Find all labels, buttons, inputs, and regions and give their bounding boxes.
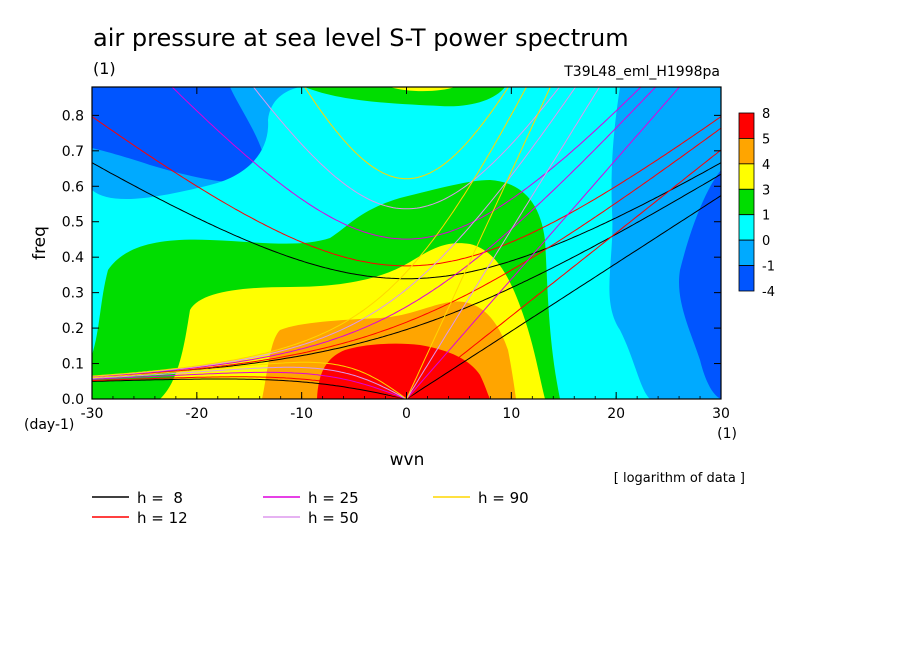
colorbar-swatch — [738, 188, 755, 216]
dispersion-curve-h50 — [252, 87, 561, 210]
colorbar-swatch — [738, 265, 755, 292]
y-tick-label: 0.0 — [62, 392, 84, 408]
dispersion-curve-h90 — [406, 87, 551, 399]
x-tick-label: -10 — [290, 406, 313, 422]
x-tick-label: -30 — [81, 406, 104, 422]
colorbar-swatch — [738, 138, 755, 165]
dispersion-curve-h90 — [304, 87, 509, 180]
dispersion-curve-h12 — [92, 127, 721, 378]
dispersion-curve-h8 — [406, 195, 721, 399]
y-tick-label: 0.3 — [62, 286, 84, 302]
dispersion-curve-h8 — [92, 378, 407, 399]
dispersion-curve-h50 — [92, 366, 407, 399]
legend-label-h90: h = 90 — [478, 489, 529, 507]
chart-subtitle: T39L48_eml_H1998pa — [563, 64, 720, 80]
x-tick-label: 0 — [402, 406, 411, 422]
y-tick-label: 0.6 — [62, 179, 84, 195]
axes: -30 -20 -10 0 10 20 30 0.0 0.1 0.2 0.3 0.4 0.5 0.6 0.7… — [62, 87, 730, 422]
colorbar-label: 8 — [762, 107, 770, 122]
legend-label-h50: h = 50 — [308, 509, 359, 527]
legend-label-h8: h = 8 — [137, 489, 183, 507]
y-tick-label: 0.7 — [62, 144, 84, 160]
x-axis-label: wvn — [390, 450, 425, 470]
colorbar-label: 5 — [762, 132, 770, 147]
y-tick-label: 0.2 — [62, 321, 84, 337]
dispersion-curve-h12 — [406, 149, 721, 399]
dispersion-curve-h12 — [92, 116, 721, 267]
x-axis-unit: (1) — [717, 426, 737, 442]
y-axis-unit: (day-1) — [24, 417, 74, 433]
log-note: [ logarithm of data ] — [614, 471, 745, 486]
y-tick-label: 0.1 — [62, 357, 84, 373]
x-tick-label: 10 — [502, 406, 520, 422]
legend-label-h12: h = 12 — [137, 509, 188, 527]
colorbar-swatch — [738, 163, 755, 190]
colorbar-label: 4 — [762, 158, 770, 173]
legend-label-h25: h = 25 — [308, 489, 359, 507]
colorbar-label: 0 — [762, 234, 770, 249]
colorbar-swatch — [738, 112, 755, 139]
dispersion-curve-h8 — [92, 162, 721, 280]
dispersion-curve-h90 — [92, 361, 407, 399]
y-tick-label: 0.5 — [62, 215, 84, 231]
colorbar-label: -4 — [762, 285, 775, 300]
x-tick-label: -20 — [185, 406, 208, 422]
dispersion-curve-h50 — [406, 87, 601, 399]
region-low-right — [679, 170, 721, 399]
colorbar-swatch — [738, 214, 755, 241]
y-tick-label: 0.4 — [62, 250, 84, 266]
dispersion-curves — [92, 87, 721, 399]
region-low-topleft — [92, 87, 266, 183]
y-axis-label: freq — [30, 226, 50, 260]
chart-title: air pressure at sea level S-T power spec… — [93, 24, 629, 52]
dispersion-legend: h = 8 h = 12 h = 25 h = 50 h = 90 — [92, 489, 529, 527]
x-tick-label: 30 — [712, 406, 730, 422]
colorbar: 8 5 4 3 1 0 -1 -4 — [738, 107, 775, 300]
dispersion-curve-h25 — [406, 87, 681, 399]
dispersion-curve-h25 — [92, 87, 657, 378]
title-unit: (1) — [93, 59, 116, 78]
dispersion-curve-h50 — [92, 87, 577, 377]
colorbar-label: -1 — [762, 260, 775, 275]
dispersion-curve-h25 — [92, 371, 407, 399]
colorbar-swatch — [738, 239, 755, 266]
contour-fill — [92, 87, 721, 399]
dispersion-curve-h12 — [92, 376, 407, 399]
x-tick-label: 20 — [607, 406, 625, 422]
y-tick-label: 0.8 — [62, 108, 84, 124]
region-green-top — [305, 87, 505, 107]
dispersion-curve-h25 — [171, 87, 642, 240]
colorbar-label: 1 — [762, 209, 770, 224]
colorbar-label: 3 — [762, 183, 770, 198]
dispersion-curve-h90 — [92, 87, 528, 377]
region-red — [317, 343, 490, 399]
